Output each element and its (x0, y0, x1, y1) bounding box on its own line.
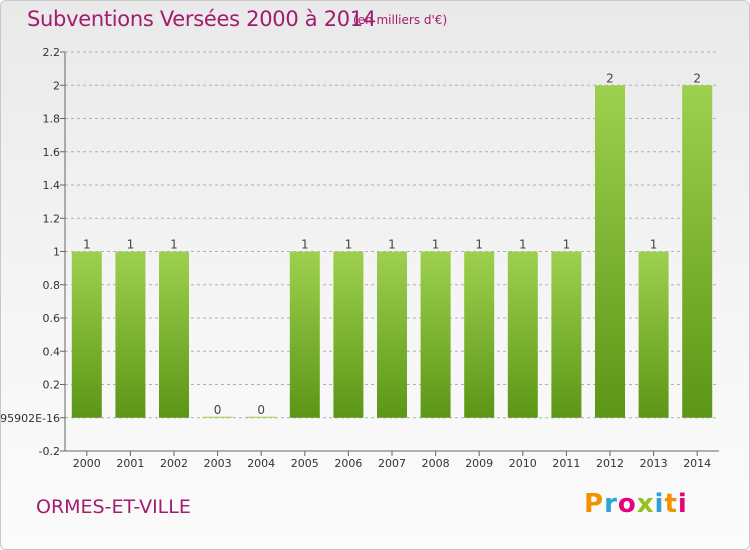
bar (289, 251, 320, 418)
x-tick-label: 2013 (640, 457, 668, 470)
x-tick-label: 2001 (116, 457, 144, 470)
data-label: 2 (606, 71, 614, 85)
x-tick-label: 2012 (596, 457, 624, 470)
data-label: 0 (214, 403, 222, 417)
data-label: 1 (519, 238, 527, 252)
data-label: 0 (257, 403, 265, 417)
bar (420, 251, 451, 418)
data-label: 1 (388, 238, 396, 252)
x-tick-label: 2009 (465, 457, 493, 470)
bar (71, 251, 102, 418)
data-label: 1 (83, 238, 91, 252)
data-label: 1 (563, 238, 571, 252)
brand-letter: r (604, 489, 618, 519)
bar (551, 251, 582, 418)
brand-logo: Proxiti (584, 489, 688, 519)
data-label: 1 (432, 238, 440, 252)
bar (115, 251, 146, 418)
y-tick-label: -0.2 (39, 445, 60, 458)
y-tick-label: 0.8 (43, 279, 61, 292)
bar (507, 251, 538, 418)
x-tick-label: 2002 (160, 457, 188, 470)
data-label: 1 (301, 238, 309, 252)
y-tick-label: -1.5265566588595902E-16 (1, 412, 60, 425)
data-label: 1 (650, 238, 658, 252)
y-tick-label: 0.2 (43, 379, 61, 392)
brand-letter: i (677, 489, 688, 519)
data-label: 1 (127, 238, 135, 252)
y-tick-label: 1.6 (43, 146, 61, 159)
bar (159, 251, 189, 418)
data-label: 1 (475, 238, 483, 252)
data-label: 1 (170, 238, 178, 252)
brand-letter: i (654, 489, 665, 519)
x-tick-label: 2000 (73, 457, 101, 470)
bar (464, 251, 495, 418)
bar (377, 251, 407, 418)
data-label: 2 (693, 71, 701, 85)
brand-letter: P (584, 489, 605, 519)
bar (202, 416, 233, 418)
x-tick-label: 2011 (552, 457, 580, 470)
chart-unit: (en milliers d'€) (353, 13, 448, 27)
x-tick-label: 2006 (334, 457, 362, 470)
x-tick-label: 2007 (378, 457, 406, 470)
commune-name: ORMES-ET-VILLE (36, 496, 191, 518)
x-tick-label: 2003 (204, 457, 232, 470)
y-tick-label: 2 (53, 79, 60, 92)
x-tick-label: 2014 (683, 457, 711, 470)
y-tick-label: 2.2 (43, 46, 61, 59)
y-tick-label: 1.4 (43, 179, 61, 192)
brand-letter: t (664, 489, 678, 519)
x-tick-label: 2010 (509, 457, 537, 470)
x-tick-label: 2008 (422, 457, 450, 470)
brand-letter: o (617, 489, 637, 519)
bar (595, 85, 625, 418)
bar (638, 251, 669, 418)
chart-title: Subventions Versées 2000 à 2014 (27, 7, 376, 31)
bar (246, 416, 277, 418)
y-tick-label: 1 (53, 246, 60, 259)
brand-letter: x (636, 489, 655, 519)
y-tick-label: 1.2 (43, 212, 61, 225)
bar (333, 251, 364, 418)
bar (682, 85, 713, 418)
x-tick-label: 2004 (247, 457, 275, 470)
data-label: 1 (345, 238, 353, 252)
y-tick-label: 1.8 (43, 113, 61, 126)
y-tick-label: 0.6 (43, 312, 61, 325)
y-tick-label: 0.4 (43, 345, 61, 358)
x-tick-label: 2005 (291, 457, 319, 470)
